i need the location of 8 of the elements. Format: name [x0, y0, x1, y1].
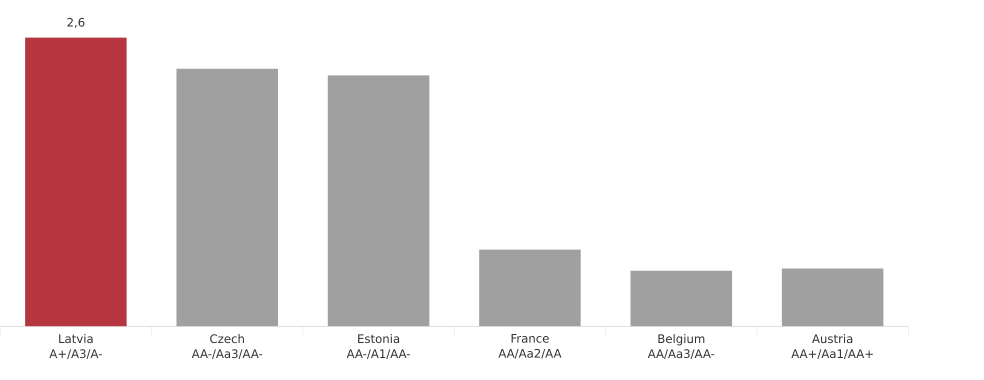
x-tick-label: France AA/Aa2/AA — [498, 334, 562, 359]
x-tick-label: Belgium AA/Aa3/AA- — [648, 334, 714, 360]
x-tick-label: Estonia AA-/A1/AA- — [346, 334, 410, 360]
data-label: 2,6 — [67, 18, 84, 28]
x-tick-label: Austria AA+/Aa1/AA+ — [791, 334, 873, 360]
x-tick-label: Czech AA-/Aa3/AA- — [192, 334, 262, 360]
bar — [25, 38, 127, 326]
x-tick-label: Latvia A+/A3/A- — [49, 334, 102, 360]
